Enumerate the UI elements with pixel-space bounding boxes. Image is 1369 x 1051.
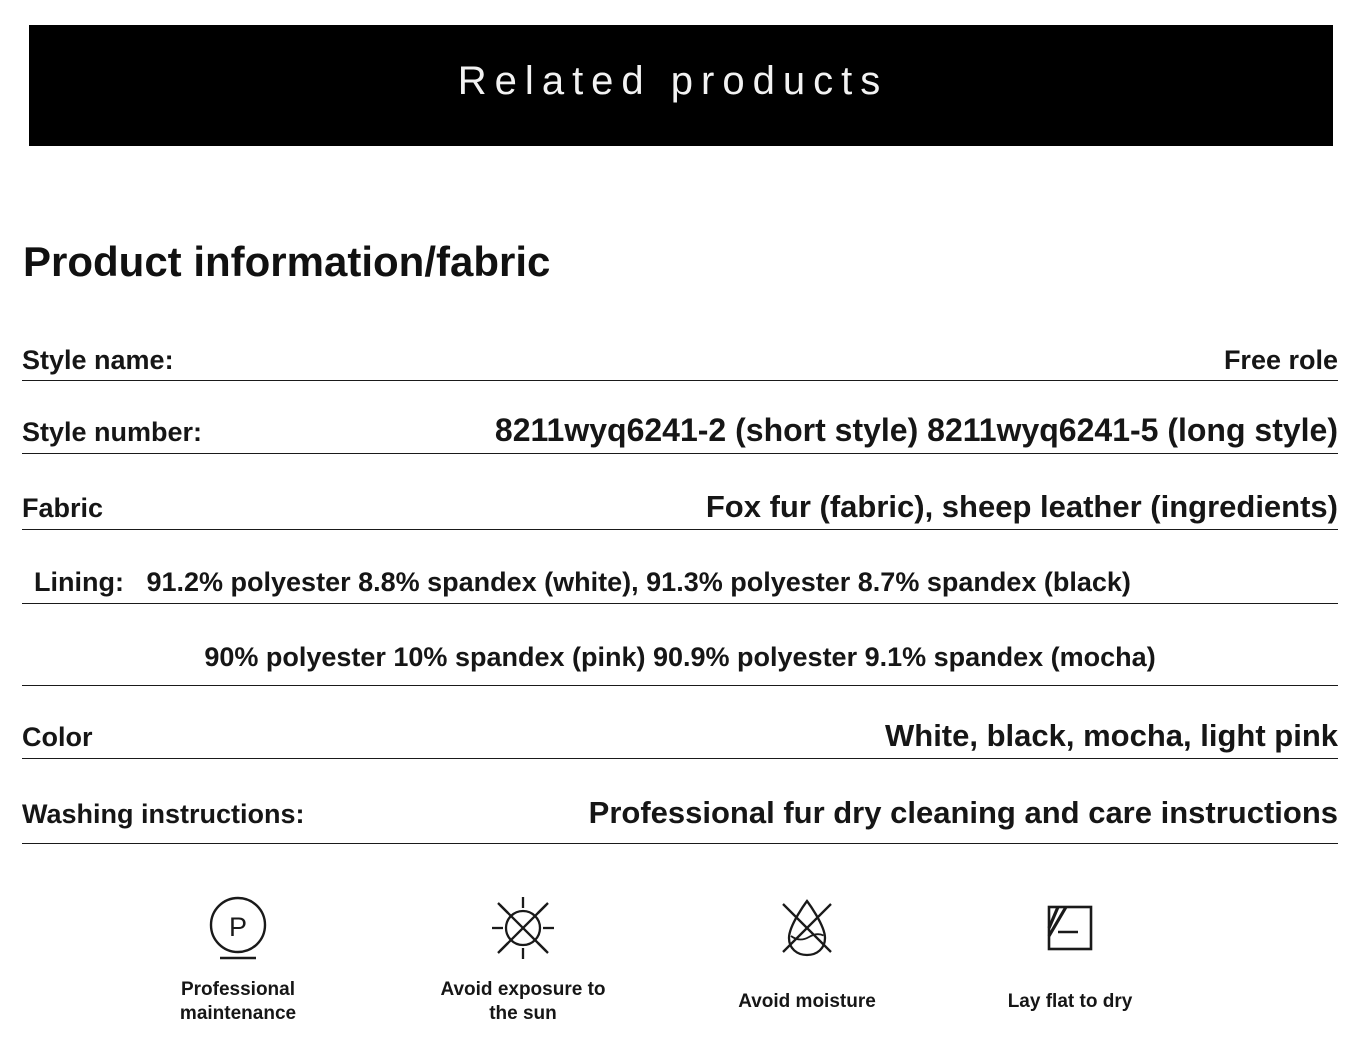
svg-text:P: P: [229, 912, 247, 942]
